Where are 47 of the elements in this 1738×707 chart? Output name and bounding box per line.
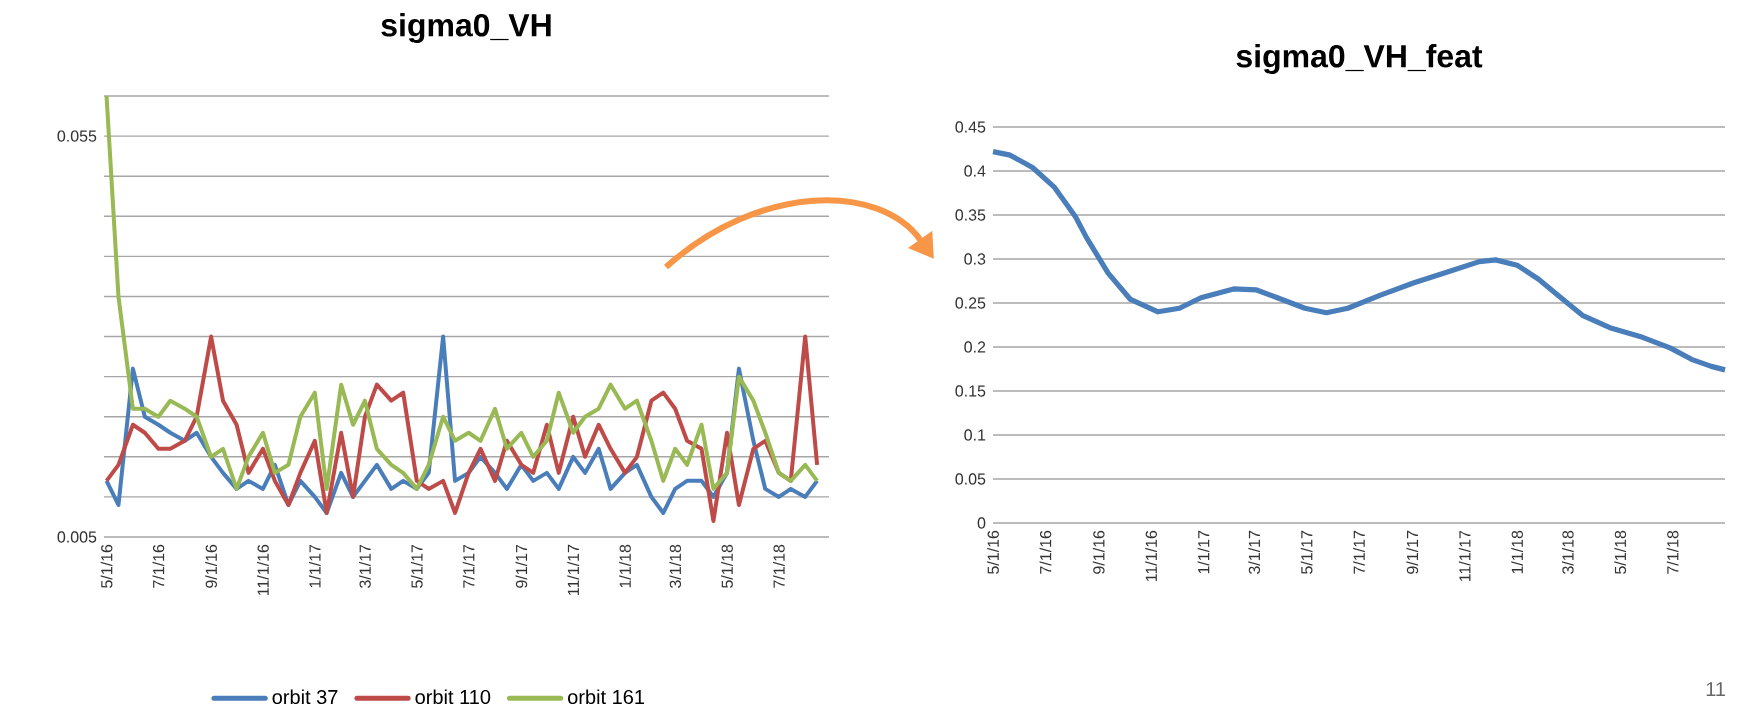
x-tick-label: 9/1/16 — [1092, 530, 1105, 574]
chart-title: sigma0_VH_feat — [1236, 44, 1483, 74]
x-tick-label: 3/1/18 — [669, 544, 682, 588]
x-tick-label: 9/1/16 — [205, 544, 217, 588]
x-tick-label: 11/1/16 — [1145, 530, 1157, 582]
x-tick-label: 5/1/16 — [100, 544, 113, 588]
y-tick-label: 0.055 — [57, 130, 97, 142]
x-tick-label: 3/1/17 — [359, 544, 371, 588]
x-tick-label: 11/1/16 — [257, 544, 269, 596]
x-tick-label: 7/1/16 — [1039, 530, 1052, 574]
y-tick-label: 0.25 — [955, 297, 986, 309]
legend-label: orbit 110 — [415, 689, 491, 705]
x-tick-label: 7/1/17 — [1353, 530, 1365, 574]
x-tick-label: 5/1/17 — [410, 544, 423, 588]
x-tick-label: 9/1/17 — [1406, 530, 1419, 574]
chart-title: sigma0_VH — [381, 13, 551, 43]
line-series — [104, 94, 820, 491]
y-tick-label: 0.4 — [964, 165, 986, 177]
x-tick-label: 5/1/18 — [1614, 530, 1627, 574]
x-tick-label: 7/1/18 — [772, 544, 785, 588]
x-tick-label: 5/1/18 — [721, 544, 733, 588]
x-tick-label: 11/1/17 — [1458, 530, 1471, 582]
x-tick-label: 11/1/17 — [567, 544, 580, 596]
y-tick-label: 0.2 — [964, 341, 986, 353]
x-tick-label: 3/1/18 — [1561, 530, 1574, 574]
x-tick-label: 7/1/18 — [1666, 530, 1679, 574]
x-tick-label: 1/1/18 — [1511, 530, 1523, 574]
y-tick-label: 0.3 — [964, 253, 986, 265]
y-tick-label: 0.15 — [955, 385, 986, 397]
text: 11 — [1706, 682, 1725, 696]
y-tick-label: 0.45 — [955, 121, 986, 133]
x-tick-label: 7/1/17 — [462, 544, 475, 588]
x-tick-label: 5/1/17 — [1300, 530, 1313, 574]
y-tick-label: 0.05 — [955, 473, 986, 485]
x-tick-label: 9/1/17 — [515, 544, 528, 588]
y-tick-label: 0 — [977, 517, 986, 529]
x-tick-label: 1/1/18 — [619, 544, 631, 588]
x-tick-label: 1/1/17 — [308, 544, 321, 588]
legend-label: orbit 161 — [568, 689, 645, 705]
y-tick-label: 0.35 — [955, 209, 986, 221]
x-tick-label: 7/1/16 — [152, 544, 165, 588]
x-tick-label: 5/1/16 — [987, 530, 999, 574]
y-tick-label: 0.1 — [964, 429, 986, 441]
y-tick-label: 0.005 — [57, 531, 97, 543]
x-tick-label: 1/1/17 — [1197, 530, 1210, 574]
x-tick-label: 3/1/17 — [1248, 530, 1261, 574]
legend-label: orbit 37 — [272, 689, 338, 705]
